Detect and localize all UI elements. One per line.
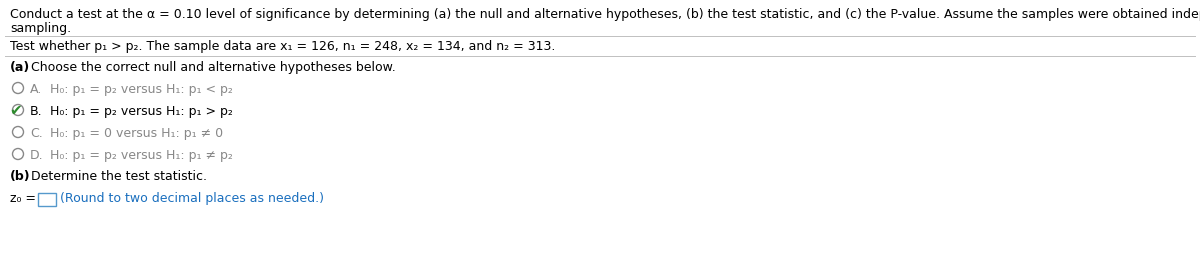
Text: (a): (a) xyxy=(10,61,30,74)
Text: z₀ =: z₀ = xyxy=(10,192,36,205)
Text: D.: D. xyxy=(30,149,43,162)
Text: H₀: p₁ = 0 versus H₁: p₁ ≠ 0: H₀: p₁ = 0 versus H₁: p₁ ≠ 0 xyxy=(42,127,223,140)
Text: Determine the test statistic.: Determine the test statistic. xyxy=(28,170,208,183)
Text: sampling.: sampling. xyxy=(10,22,71,35)
Text: H₀: p₁ = p₂ versus H₁: p₁ > p₂: H₀: p₁ = p₂ versus H₁: p₁ > p₂ xyxy=(42,105,233,118)
Text: Choose the correct null and alternative hypotheses below.: Choose the correct null and alternative … xyxy=(28,61,396,74)
Text: (b): (b) xyxy=(10,170,31,183)
Text: H₀: p₁ = p₂ versus H₁: p₁ < p₂: H₀: p₁ = p₂ versus H₁: p₁ < p₂ xyxy=(42,83,233,96)
Text: Conduct a test at the α = 0.10 level of significance by determining (a) the null: Conduct a test at the α = 0.10 level of … xyxy=(10,8,1200,21)
Text: C.: C. xyxy=(30,127,43,140)
Text: (Round to two decimal places as needed.): (Round to two decimal places as needed.) xyxy=(60,192,324,205)
Text: ✔: ✔ xyxy=(10,102,22,117)
Text: A.: A. xyxy=(30,83,42,96)
FancyBboxPatch shape xyxy=(38,193,56,206)
Text: H₀: p₁ = p₂ versus H₁: p₁ ≠ p₂: H₀: p₁ = p₂ versus H₁: p₁ ≠ p₂ xyxy=(42,149,233,162)
Text: Test whether p₁ > p₂. The sample data are x₁ = 126, n₁ = 248, x₂ = 134, and n₂ =: Test whether p₁ > p₂. The sample data ar… xyxy=(10,40,556,53)
Text: B.: B. xyxy=(30,105,43,118)
